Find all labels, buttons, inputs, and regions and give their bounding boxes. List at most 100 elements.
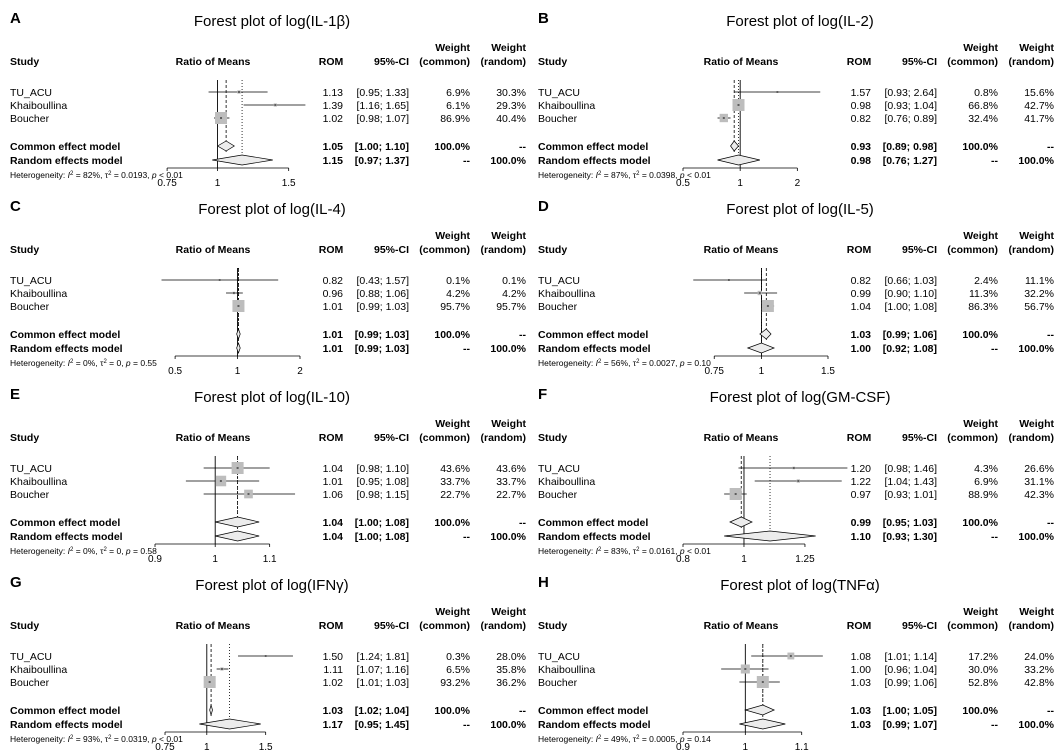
heterogeneity-text: Heterogeneity: I2 = 0%, τ2 = 0, p = 0.58 bbox=[10, 546, 157, 556]
header-rom: ROM bbox=[847, 432, 872, 444]
header-weight-common-top: Weight bbox=[963, 230, 998, 242]
header-weight-common: (common) bbox=[419, 56, 470, 68]
study-ci: [0.43; 1.57] bbox=[356, 275, 409, 287]
study-name: Khaiboullina bbox=[538, 476, 595, 488]
random-effects-weight-common: -- bbox=[463, 531, 470, 543]
heterogeneity-text: Heterogeneity: I2 = 82%, τ2 = 0.0193, p … bbox=[10, 170, 183, 180]
random-effects-rom: 1.17 bbox=[323, 719, 344, 731]
study-rom: 1.57 bbox=[851, 87, 872, 99]
header-weight-common: (common) bbox=[947, 620, 998, 632]
random-effects-ci: [0.76; 1.27] bbox=[883, 155, 937, 167]
random-effects-diamond bbox=[215, 530, 260, 542]
study-rom: 1.00 bbox=[851, 664, 872, 676]
study-weight-random: 30.3% bbox=[496, 87, 526, 99]
random-effects-weight-random: 100.0% bbox=[1018, 155, 1054, 167]
study-weight-common: 52.8% bbox=[968, 677, 998, 689]
study-weight-random: 24.0% bbox=[1024, 651, 1054, 663]
header-ratio-of-means: Ratio of Means bbox=[704, 244, 779, 256]
study-name: Boucher bbox=[538, 113, 578, 125]
random-effects-rom: 1.01 bbox=[323, 343, 344, 355]
forest-plot-svg: G Forest plot of log(IFNγ) Study Ratio of M… bbox=[10, 574, 527, 752]
header-study: Study bbox=[538, 620, 567, 632]
study-rom: 1.50 bbox=[323, 651, 344, 663]
study-name: Boucher bbox=[538, 677, 578, 689]
header-weight-random: (random) bbox=[481, 620, 527, 632]
study-weight-random: 29.3% bbox=[496, 100, 526, 112]
header-ratio-of-means: Ratio of Means bbox=[176, 56, 251, 68]
random-effects-weight-random: 100.0% bbox=[1018, 719, 1054, 731]
random-effects-label: Random effects model bbox=[538, 155, 651, 167]
header-rom: ROM bbox=[319, 56, 344, 68]
x-tick-label: 0.75 bbox=[155, 742, 175, 752]
heterogeneity-text: Heterogeneity: I2 = 83%, τ2 = 0.0161, p … bbox=[538, 546, 711, 556]
x-tick-label: 2 bbox=[795, 178, 801, 188]
random-effects-weight-random: 100.0% bbox=[1018, 531, 1054, 543]
study-ci: [0.93; 1.04] bbox=[884, 100, 937, 112]
forest-panel-e: E Forest plot of log(IL-10) Study Ratio of … bbox=[0, 376, 528, 564]
random-effects-label: Random effects model bbox=[10, 343, 123, 355]
random-effects-weight-common: -- bbox=[991, 343, 998, 355]
header-ci: 95%-CI bbox=[902, 620, 937, 632]
study-name: Boucher bbox=[10, 113, 50, 125]
study-ci: [1.24; 1.81] bbox=[356, 651, 409, 663]
header-weight-random: (random) bbox=[1009, 432, 1055, 444]
x-tick-label: 0.75 bbox=[705, 366, 725, 376]
study-name: Khaiboullina bbox=[10, 288, 67, 300]
forest-plot-svg: F Forest plot of log(GM-CSF) Study Ratio of… bbox=[538, 386, 1055, 564]
study-ci: [0.99; 1.06] bbox=[884, 677, 937, 689]
random-effects-label: Random effects model bbox=[10, 155, 123, 167]
study-weight-random: 31.1% bbox=[1024, 476, 1054, 488]
heterogeneity-text: Heterogeneity: I2 = 0%, τ2 = 0, p = 0.55 bbox=[10, 358, 157, 368]
study-ci: [0.98; 1.15] bbox=[356, 489, 409, 501]
x-tick-label: 0.5 bbox=[168, 366, 182, 376]
common-effect-diamond bbox=[729, 516, 753, 528]
chart-title: Forest plot of log(TNFα) bbox=[720, 577, 880, 594]
x-tick-label: 1.5 bbox=[259, 742, 273, 752]
forest-plot-svg: E Forest plot of log(IL-10) Study Ratio of … bbox=[10, 386, 527, 564]
study-ci: [0.98; 1.10] bbox=[356, 463, 409, 475]
heterogeneity-text: Heterogeneity: I2 = 87%, τ2 = 0.0398, p … bbox=[538, 170, 711, 180]
header-ci: 95%-CI bbox=[902, 56, 937, 68]
common-effect-rom: 1.04 bbox=[323, 517, 344, 529]
study-rom: 1.02 bbox=[323, 113, 344, 125]
study-weight-common: 0.1% bbox=[446, 275, 470, 287]
header-study: Study bbox=[10, 56, 39, 68]
study-weight-common: 43.6% bbox=[440, 463, 470, 475]
study-weight-common: 22.7% bbox=[440, 489, 470, 501]
header-weight-random-top: Weight bbox=[491, 418, 526, 430]
header-ci: 95%-CI bbox=[374, 56, 409, 68]
header-weight-common: (common) bbox=[419, 432, 470, 444]
header-weight-common-top: Weight bbox=[963, 606, 998, 618]
common-effect-diamond bbox=[744, 704, 776, 716]
study-ci: [1.16; 1.65] bbox=[356, 100, 409, 112]
header-weight-random-top: Weight bbox=[491, 42, 526, 54]
study-weight-common: 4.2% bbox=[446, 288, 470, 300]
common-effect-weight-random: -- bbox=[519, 329, 526, 341]
common-effect-ci: [1.00; 1.08] bbox=[355, 517, 409, 529]
random-effects-diamond bbox=[212, 154, 273, 166]
header-weight-random: (random) bbox=[1009, 244, 1055, 256]
study-rom: 0.96 bbox=[323, 288, 344, 300]
random-effects-ci: [0.93; 1.30] bbox=[883, 531, 937, 543]
x-tick-label: 1 bbox=[235, 366, 241, 376]
header-ci: 95%-CI bbox=[902, 244, 937, 256]
common-effect-ci: [1.00; 1.10] bbox=[355, 141, 409, 153]
x-tick-label: 0.9 bbox=[148, 554, 162, 564]
study-ci: [1.04; 1.43] bbox=[884, 476, 937, 488]
x-tick-label: 1.1 bbox=[263, 554, 277, 564]
random-effects-rom: 0.98 bbox=[851, 155, 872, 167]
forest-panel-h: H Forest plot of log(TNFα) Study Ratio of M… bbox=[528, 564, 1056, 752]
common-effect-rom: 0.93 bbox=[851, 141, 872, 153]
x-tick-label: 1.1 bbox=[795, 742, 809, 752]
study-weight-common: 17.2% bbox=[968, 651, 998, 663]
common-effect-label: Common effect model bbox=[10, 141, 120, 153]
study-rom: 1.03 bbox=[851, 677, 872, 689]
study-weight-common: 11.3% bbox=[969, 288, 998, 300]
study-weight-random: 43.6% bbox=[496, 463, 526, 475]
study-weight-random: 28.0% bbox=[496, 651, 526, 663]
study-ci: [0.90; 1.10] bbox=[884, 288, 937, 300]
header-weight-common: (common) bbox=[419, 244, 470, 256]
common-effect-label: Common effect model bbox=[10, 517, 120, 529]
study-weight-random: 33.2% bbox=[1024, 664, 1054, 676]
panel-letter: B bbox=[538, 10, 549, 27]
